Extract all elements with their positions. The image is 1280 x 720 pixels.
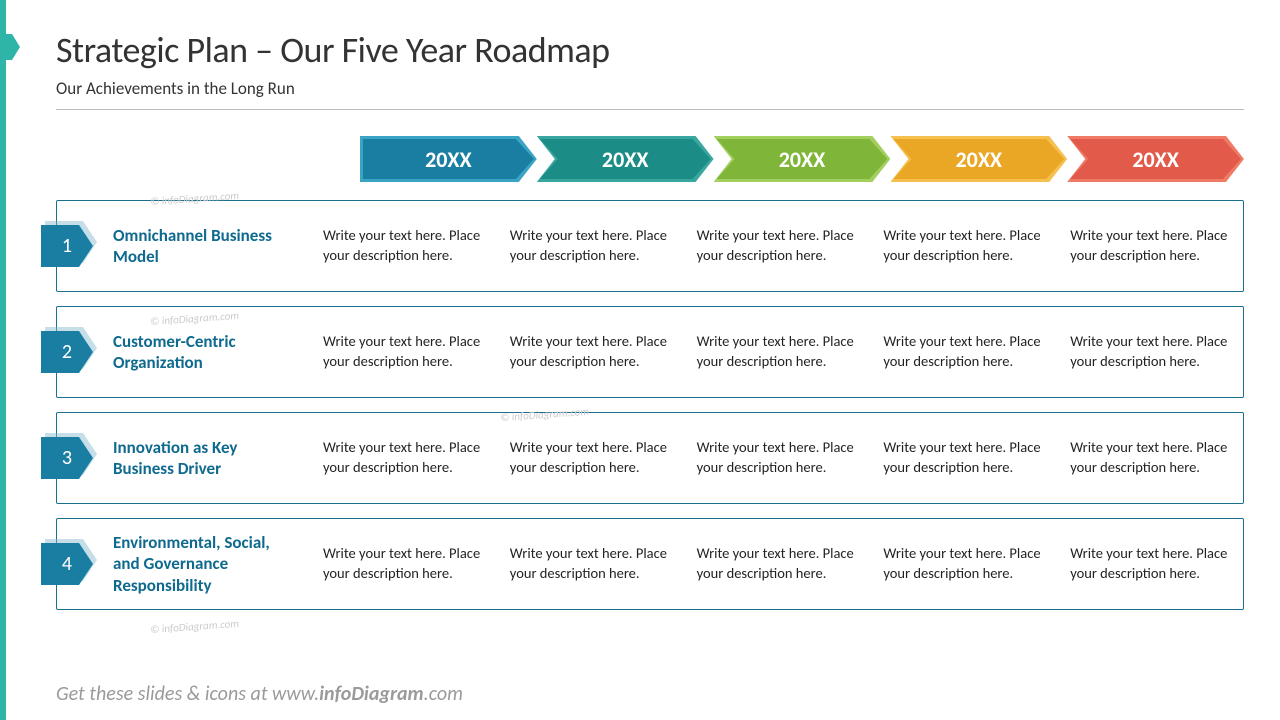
cell: Write your text here. Place your descrip… <box>683 319 870 385</box>
row-number-badge: 4 <box>41 543 93 585</box>
row-label: Omnichannel Business Model <box>57 213 309 279</box>
page-subtitle: Our Achievements in the Long Run <box>56 78 1244 99</box>
footer-prefix: Get these slides & icons at www. <box>56 682 319 706</box>
footer-bold: infoDiagram <box>319 682 424 706</box>
year-chevron: 20XX <box>890 136 1067 182</box>
row-cells: Write your text here. Place your descrip… <box>309 319 1243 385</box>
cell: Write your text here. Place your descrip… <box>1056 213 1243 279</box>
roadmap-rows: 1Omnichannel Business ModelWrite your te… <box>56 200 1244 610</box>
row-cells: Write your text here. Place your descrip… <box>309 213 1243 279</box>
title-divider <box>56 109 1244 110</box>
year-chevron-row: 20XX 20XX 20XX 20XX 20XX <box>360 136 1244 182</box>
year-chevron: 20XX <box>537 136 714 182</box>
row-cells: Write your text here. Place your descrip… <box>309 531 1243 597</box>
year-label: 20XX <box>779 146 826 173</box>
row-number-badge: 1 <box>41 225 93 267</box>
roadmap-row: 4Environmental, Social, and Governance R… <box>56 518 1244 610</box>
page-title: Strategic Plan – Our Five Year Roadmap <box>56 28 1244 72</box>
cell: Write your text here. Place your descrip… <box>683 531 870 597</box>
year-chevron: 20XX <box>714 136 891 182</box>
footer-suffix: .com <box>424 682 463 706</box>
year-chevron: 20XX <box>1067 136 1244 182</box>
cell: Write your text here. Place your descrip… <box>309 319 496 385</box>
cell: Write your text here. Place your descrip… <box>1056 425 1243 491</box>
row-label: Environmental, Social, and Governance Re… <box>57 531 309 597</box>
row-label: Innovation as Key Business Driver <box>57 425 309 491</box>
year-label: 20XX <box>956 146 1003 173</box>
watermark: © infoDiagram.com <box>150 617 240 636</box>
left-notch-icon <box>0 34 20 60</box>
cell: Write your text here. Place your descrip… <box>496 425 683 491</box>
row-cells: Write your text here. Place your descrip… <box>309 425 1243 491</box>
cell: Write your text here. Place your descrip… <box>1056 531 1243 597</box>
cell: Write your text here. Place your descrip… <box>309 213 496 279</box>
cell: Write your text here. Place your descrip… <box>869 319 1056 385</box>
cell: Write your text here. Place your descrip… <box>309 531 496 597</box>
year-chevron: 20XX <box>360 136 537 182</box>
year-label: 20XX <box>602 146 649 173</box>
row-number-badge: 3 <box>41 437 93 479</box>
roadmap-row: 1Omnichannel Business ModelWrite your te… <box>56 200 1244 292</box>
row-number-badge: 2 <box>41 331 93 373</box>
roadmap-row: 2Customer-Centric OrganizationWrite your… <box>56 306 1244 398</box>
cell: Write your text here. Place your descrip… <box>869 213 1056 279</box>
cell: Write your text here. Place your descrip… <box>1056 319 1243 385</box>
cell: Write your text here. Place your descrip… <box>309 425 496 491</box>
cell: Write your text here. Place your descrip… <box>496 213 683 279</box>
year-label: 20XX <box>1132 146 1179 173</box>
cell: Write your text here. Place your descrip… <box>869 531 1056 597</box>
cell: Write your text here. Place your descrip… <box>496 531 683 597</box>
row-label: Customer-Centric Organization <box>57 319 309 385</box>
roadmap-row: 3Innovation as Key Business DriverWrite … <box>56 412 1244 504</box>
slide: Strategic Plan – Our Five Year Roadmap O… <box>0 0 1280 720</box>
cell: Write your text here. Place your descrip… <box>683 425 870 491</box>
footer-attribution: Get these slides & icons at www.infoDiag… <box>56 682 463 706</box>
cell: Write your text here. Place your descrip… <box>869 425 1056 491</box>
cell: Write your text here. Place your descrip… <box>496 319 683 385</box>
cell: Write your text here. Place your descrip… <box>683 213 870 279</box>
year-label: 20XX <box>425 146 472 173</box>
left-accent-bar <box>0 0 6 720</box>
